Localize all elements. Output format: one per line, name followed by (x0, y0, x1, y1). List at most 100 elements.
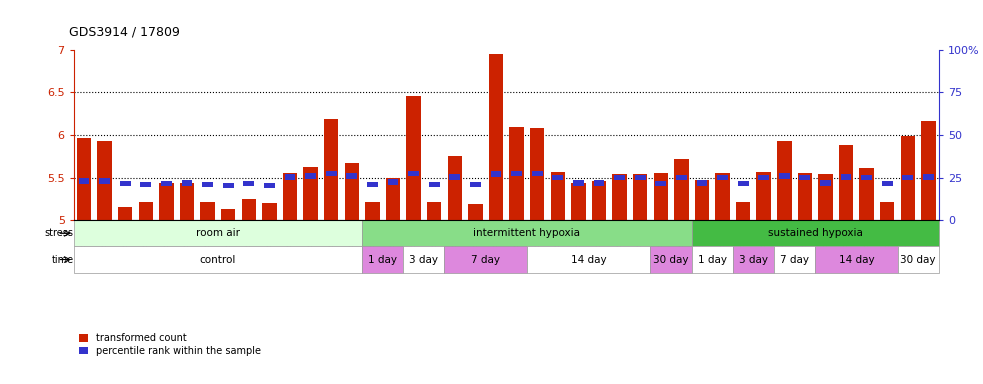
Bar (408, 170, 419, 176)
Bar (201, 202, 215, 220)
Bar (614, 175, 625, 180)
Bar (491, 172, 501, 177)
Bar (511, 170, 522, 176)
Bar (571, 183, 586, 220)
Bar (880, 202, 895, 220)
Bar (718, 175, 727, 180)
Bar (736, 202, 750, 220)
Bar (385, 178, 400, 220)
Bar (283, 174, 297, 220)
Bar (223, 182, 234, 188)
Bar (778, 141, 791, 220)
Bar (676, 175, 687, 180)
Bar (716, 174, 729, 220)
Text: 1 day: 1 day (698, 255, 726, 265)
Bar (141, 182, 151, 187)
Text: 7 day: 7 day (781, 255, 809, 265)
Text: stress: stress (44, 228, 74, 238)
Bar (692, 247, 732, 273)
Bar (118, 207, 133, 220)
Bar (304, 167, 318, 220)
Bar (262, 203, 276, 220)
Bar (264, 182, 275, 188)
Bar (692, 220, 939, 247)
Bar (633, 174, 648, 220)
Text: 1 day: 1 day (369, 255, 397, 265)
Bar (77, 137, 91, 220)
Text: sustained hypoxia: sustained hypoxia (768, 228, 863, 238)
Bar (612, 174, 627, 220)
Bar (285, 174, 295, 180)
Bar (530, 128, 545, 220)
Bar (449, 174, 460, 180)
Bar (921, 121, 936, 220)
Text: 3 day: 3 day (739, 255, 768, 265)
Bar (635, 175, 646, 180)
Bar (362, 220, 692, 247)
Bar (74, 220, 362, 247)
Bar (654, 172, 667, 220)
Bar (840, 174, 851, 180)
Bar (97, 141, 112, 220)
Bar (757, 172, 771, 220)
Bar (324, 119, 338, 220)
Bar (573, 180, 584, 185)
Bar (594, 180, 605, 185)
Bar (182, 180, 193, 185)
Text: GDS3914 / 17809: GDS3914 / 17809 (69, 25, 180, 38)
Bar (902, 175, 913, 180)
Bar (120, 181, 131, 186)
Bar (859, 168, 874, 220)
Bar (362, 247, 403, 273)
Bar (820, 180, 831, 185)
Bar (882, 181, 893, 186)
Bar (139, 202, 153, 220)
Text: 14 day: 14 day (838, 255, 874, 265)
Bar (470, 182, 481, 187)
Bar (74, 247, 362, 273)
Bar (697, 180, 708, 185)
Text: 14 day: 14 day (571, 255, 607, 265)
Bar (923, 174, 934, 180)
Bar (818, 174, 833, 220)
Text: 7 day: 7 day (471, 255, 500, 265)
Bar (79, 178, 89, 184)
Text: time: time (51, 255, 74, 265)
Bar (447, 156, 462, 220)
Bar (367, 182, 377, 187)
Bar (489, 54, 503, 220)
Bar (346, 173, 357, 179)
Text: 3 day: 3 day (409, 255, 438, 265)
Bar (799, 175, 810, 180)
Bar (527, 247, 651, 273)
Text: room air: room air (196, 228, 240, 238)
Bar (180, 183, 195, 220)
Bar (242, 199, 256, 220)
Bar (656, 181, 666, 186)
Text: 30 day: 30 day (654, 255, 689, 265)
Bar (345, 163, 359, 220)
Text: intermittent hypoxia: intermittent hypoxia (474, 228, 580, 238)
Bar (861, 175, 872, 180)
Bar (221, 209, 235, 220)
Text: 30 day: 30 day (900, 255, 936, 265)
Bar (758, 175, 769, 180)
Bar (900, 136, 915, 220)
Bar (732, 247, 774, 273)
Bar (305, 173, 316, 179)
Text: control: control (200, 255, 236, 265)
Bar (592, 181, 607, 220)
Bar (779, 173, 789, 179)
Bar (406, 96, 421, 220)
Bar (244, 181, 255, 186)
Bar (651, 247, 692, 273)
Bar (202, 182, 213, 187)
Bar (674, 159, 688, 220)
Bar (444, 247, 527, 273)
Bar (468, 204, 483, 220)
Bar (325, 170, 336, 176)
Bar (550, 172, 565, 220)
Bar (695, 180, 709, 220)
Bar (365, 202, 379, 220)
Bar (815, 247, 897, 273)
